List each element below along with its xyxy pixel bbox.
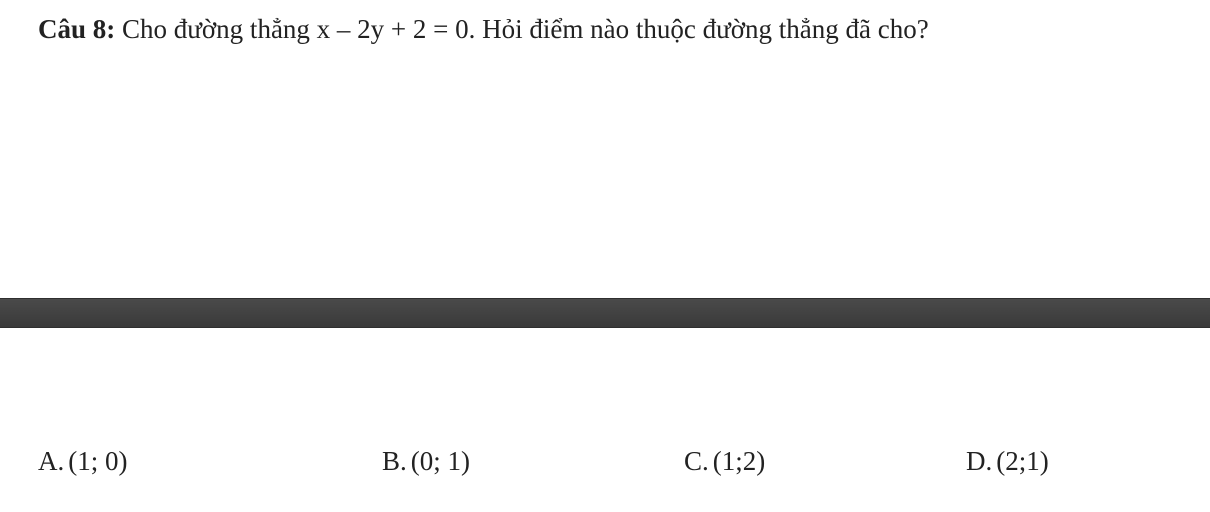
option-c-value: (1;2) (713, 446, 765, 476)
question-equation: x – 2y + 2 = 0 (317, 14, 469, 44)
section-divider (0, 298, 1210, 328)
option-a[interactable]: A.(1; 0) (38, 446, 127, 477)
option-d-value: (2;1) (996, 446, 1048, 476)
question-number: Câu 8: (38, 14, 115, 44)
option-c-label: C. (684, 446, 709, 476)
question-text-before: Cho đường thẳng (115, 14, 316, 44)
option-b-value: (0; 1) (411, 446, 470, 476)
question-line: Câu 8: Cho đường thẳng x – 2y + 2 = 0. H… (38, 14, 1190, 45)
option-a-value: (1; 0) (68, 446, 127, 476)
option-c[interactable]: C.(1;2) (684, 446, 765, 477)
answer-options: A.(1; 0) B.(0; 1) C.(1;2) D.(2;1) (0, 446, 1210, 486)
option-a-label: A. (38, 446, 64, 476)
option-b-label: B. (382, 446, 407, 476)
option-d-label: D. (966, 446, 992, 476)
option-d[interactable]: D.(2;1) (966, 446, 1049, 477)
option-b[interactable]: B.(0; 1) (382, 446, 470, 477)
question-text-after: . Hỏi điểm nào thuộc đường thẳng đã cho? (469, 14, 929, 44)
